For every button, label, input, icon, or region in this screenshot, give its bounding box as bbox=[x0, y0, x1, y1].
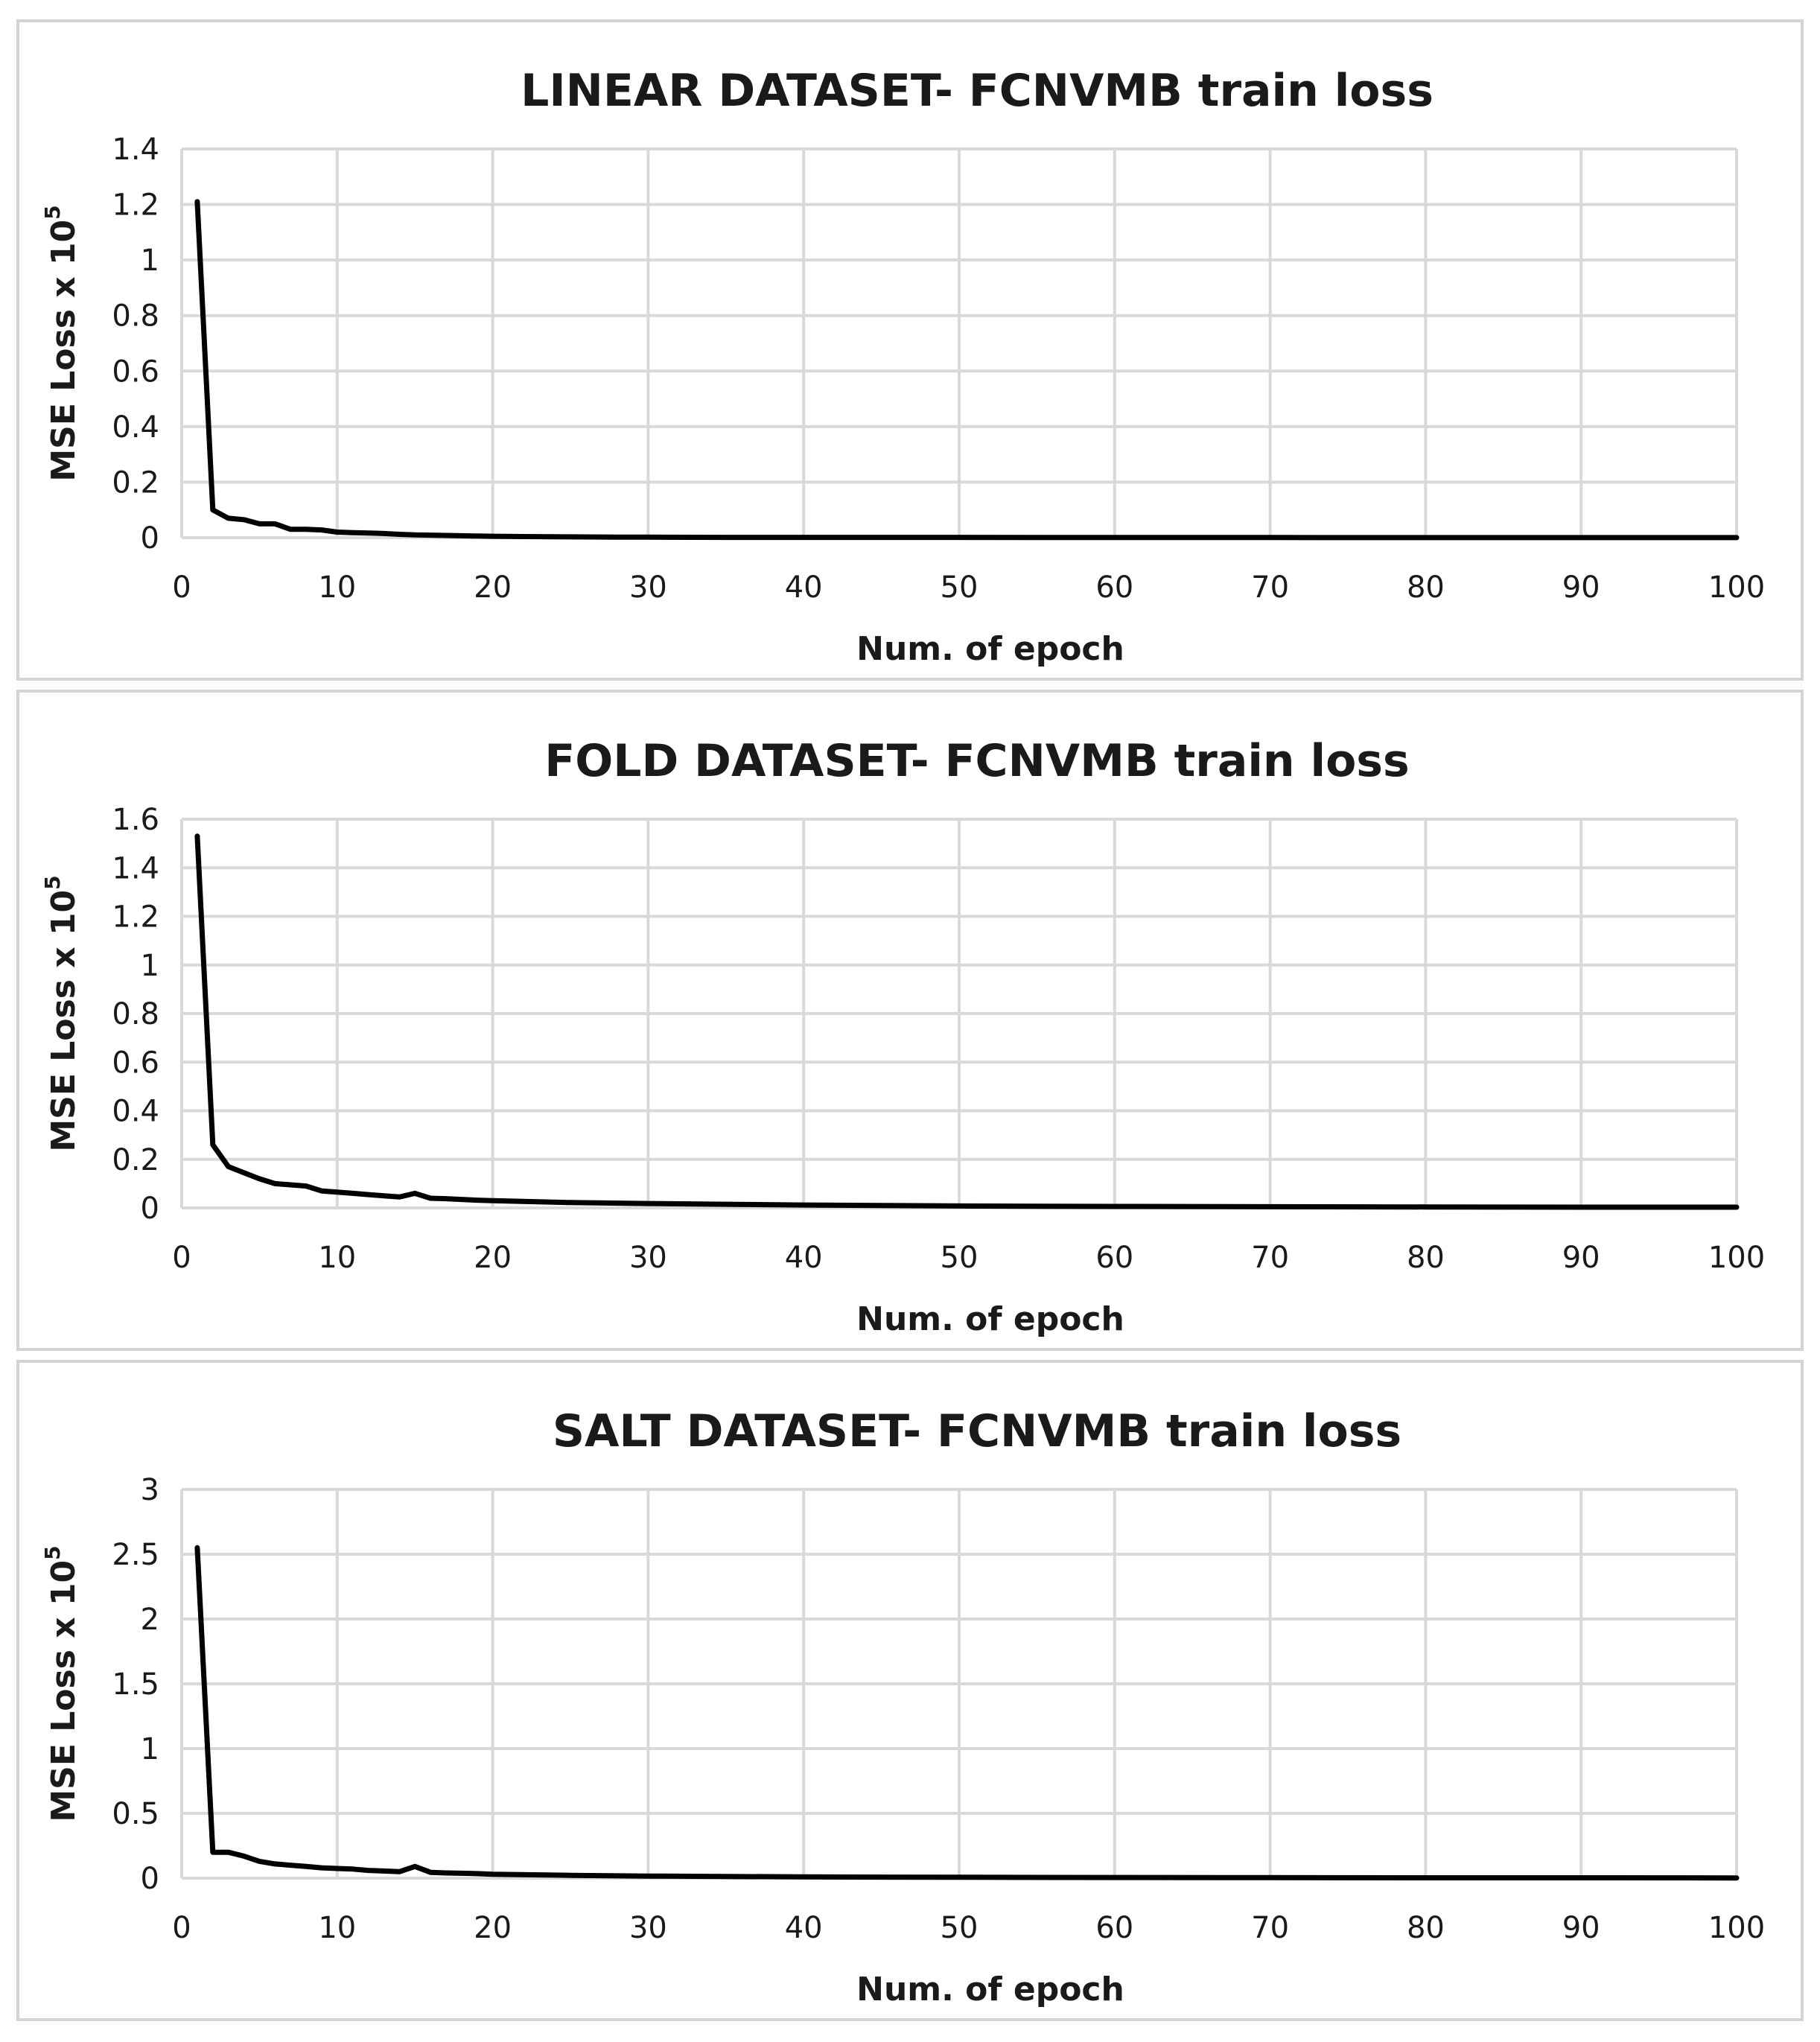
x-tick-label: 60 bbox=[1095, 570, 1133, 605]
x-tick-label: 20 bbox=[474, 1241, 512, 1275]
chart-title: LINEAR DATASET- FCNVMB train loss bbox=[521, 65, 1434, 117]
y-axis-label-main: MSE Loss x 10 bbox=[45, 890, 83, 1152]
x-tick-label: 80 bbox=[1407, 570, 1445, 605]
x-tick-label: 0 bbox=[172, 1911, 191, 1945]
x-tick-label: 10 bbox=[318, 1911, 356, 1945]
y-tick-label: 3 bbox=[141, 1473, 159, 1507]
chart-panel-linear: LINEAR DATASET- FCNVMB train loss 0 0.2 0.4… bbox=[16, 19, 1804, 681]
y-tick-label: 1 bbox=[141, 949, 159, 983]
x-tick-label: 70 bbox=[1251, 1241, 1289, 1275]
y-tick-label: 1.4 bbox=[112, 851, 159, 885]
y-tick-label: 0 bbox=[141, 521, 159, 556]
y-tick-label: 0.4 bbox=[112, 1095, 159, 1129]
y-tick-label: 0.2 bbox=[112, 1143, 159, 1177]
series-line-0 bbox=[194, 1545, 1740, 1881]
y-tick-label: 1.6 bbox=[112, 803, 159, 837]
y-axis-label-exponent: 5 bbox=[40, 205, 65, 219]
x-tick-label: 40 bbox=[785, 1911, 823, 1945]
grid bbox=[180, 818, 1738, 1209]
x-tick-label: 100 bbox=[1708, 570, 1765, 605]
grid bbox=[180, 1488, 1738, 1880]
chart-panel-fold: FOLD DATASET- FCNVMB train loss 0 0.2 0.4 0.… bbox=[16, 690, 1804, 1351]
y-axis-label-exponent: 5 bbox=[40, 1545, 65, 1559]
y-tick-label: 1.5 bbox=[112, 1667, 159, 1702]
x-tick-label: 30 bbox=[629, 1911, 667, 1945]
y-tick-label: 0.2 bbox=[112, 465, 159, 500]
y-tick-label: 0 bbox=[141, 1862, 159, 1896]
y-axis-label-main: MSE Loss x 10 bbox=[45, 220, 83, 482]
y-tick-label: 2.5 bbox=[112, 1538, 159, 1572]
y-tick-label: 0.5 bbox=[112, 1797, 159, 1831]
x-tick-label: 80 bbox=[1407, 1241, 1445, 1275]
x-tick-label: 30 bbox=[629, 570, 667, 605]
y-tick-label: 1.2 bbox=[112, 900, 159, 935]
x-tick-label: 10 bbox=[318, 570, 356, 605]
series-line-0 bbox=[194, 199, 1740, 541]
y-tick-label: 0 bbox=[141, 1192, 159, 1226]
x-tick-label: 70 bbox=[1251, 1911, 1289, 1945]
y-tick-label: 0.4 bbox=[112, 410, 159, 445]
series-line-0 bbox=[194, 833, 1740, 1210]
y-tick-label: 1 bbox=[141, 244, 159, 278]
y-tick-label: 1.4 bbox=[112, 133, 159, 167]
x-tick-label: 40 bbox=[785, 1241, 823, 1275]
y-axis-label: MSE Loss x 105 bbox=[40, 1545, 83, 1822]
x-tick-label: 40 bbox=[785, 570, 823, 605]
grid bbox=[180, 147, 1738, 539]
x-axis-label: Num. of epoch bbox=[856, 630, 1124, 668]
x-tick-label: 20 bbox=[474, 570, 512, 605]
x-tick-label: 80 bbox=[1407, 1911, 1445, 1945]
x-tick-label: 30 bbox=[629, 1241, 667, 1275]
y-axis-label: MSE Loss x 105 bbox=[40, 205, 83, 481]
x-axis-label: Num. of epoch bbox=[856, 1300, 1124, 1338]
y-axis-label-main: MSE Loss x 10 bbox=[45, 1560, 83, 1822]
x-tick-label: 50 bbox=[941, 570, 979, 605]
y-tick-label: 0.6 bbox=[112, 1046, 159, 1080]
x-tick-label: 90 bbox=[1562, 570, 1600, 605]
x-tick-label: 10 bbox=[318, 1241, 356, 1275]
chart-svg-linear: LINEAR DATASET- FCNVMB train loss 0 0.2 0.4… bbox=[40, 65, 1765, 668]
x-tick-label: 20 bbox=[474, 1911, 512, 1945]
x-tick-label: 90 bbox=[1562, 1911, 1600, 1945]
y-tick-label: 1.2 bbox=[112, 188, 159, 223]
chart-panel-salt: SALT DATASET- FCNVMB train loss 0 0.5 1 1.5 2… bbox=[16, 1360, 1804, 2021]
x-tick-label: 90 bbox=[1562, 1241, 1600, 1275]
y-tick-label: 0.6 bbox=[112, 354, 159, 389]
x-tick-label: 0 bbox=[172, 1241, 191, 1275]
x-tick-label: 50 bbox=[941, 1911, 979, 1945]
y-tick-label: 1 bbox=[141, 1732, 159, 1766]
y-tick-label: 2 bbox=[141, 1603, 159, 1637]
x-tick-label: 100 bbox=[1708, 1911, 1765, 1945]
x-tick-label: 50 bbox=[941, 1241, 979, 1275]
y-axis-label-exponent: 5 bbox=[40, 875, 65, 889]
x-tick-label: 60 bbox=[1095, 1241, 1133, 1275]
chart-svg-salt: SALT DATASET- FCNVMB train loss 0 0.5 1 1.5 2… bbox=[40, 1405, 1765, 2008]
chart-svg-fold: FOLD DATASET- FCNVMB train loss 0 0.2 0.4 0.… bbox=[40, 735, 1765, 1338]
chart-title: SALT DATASET- FCNVMB train loss bbox=[553, 1405, 1401, 1457]
y-tick-label: 0.8 bbox=[112, 997, 159, 1031]
x-tick-label: 0 bbox=[172, 570, 191, 605]
x-tick-label: 70 bbox=[1251, 570, 1289, 605]
chart-title: FOLD DATASET- FCNVMB train loss bbox=[544, 735, 1409, 787]
y-tick-label: 0.8 bbox=[112, 299, 159, 334]
y-axis-label: MSE Loss x 105 bbox=[40, 875, 83, 1151]
x-tick-label: 60 bbox=[1095, 1911, 1133, 1945]
x-tick-label: 100 bbox=[1708, 1241, 1765, 1275]
x-axis-label: Num. of epoch bbox=[856, 1971, 1124, 2008]
